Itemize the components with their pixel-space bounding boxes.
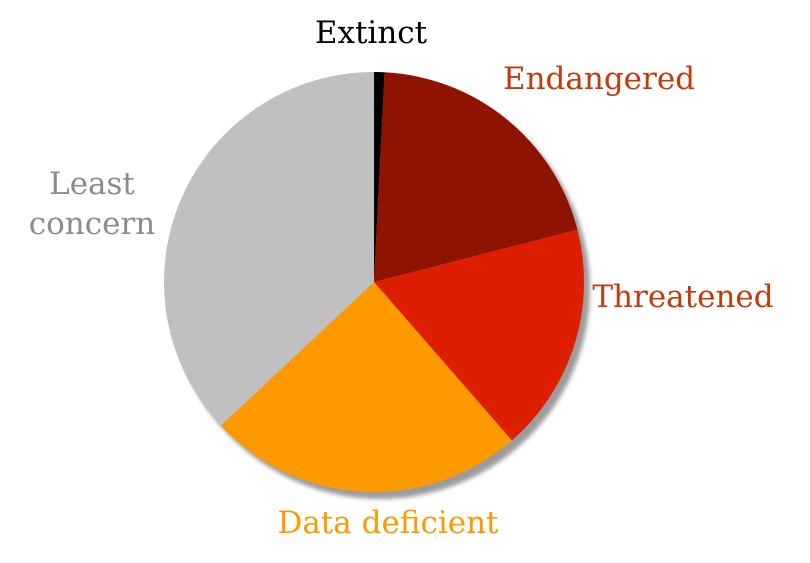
pie-labels: Extinct Endangered Threatened Data deficien… — [29, 15, 774, 541]
pie-slice-endangered — [374, 72, 578, 283]
pie-slice-data-deficient — [220, 282, 512, 492]
label-endangered: Endangered — [503, 61, 695, 97]
label-extinct: Extinct — [315, 15, 428, 51]
label-line: Threatened — [592, 279, 773, 315]
pie-slice-extinct — [374, 72, 385, 282]
label-line: Least — [49, 166, 135, 202]
label-line: Endangered — [503, 61, 695, 97]
label-line: Extinct — [315, 15, 428, 51]
label-data-deficient: Data deficient — [277, 505, 499, 541]
pie-slice-threatened — [374, 229, 584, 441]
label-least-concern: Least concern — [29, 166, 156, 242]
pie-slices — [164, 72, 584, 492]
pie-slice-least-concern — [164, 72, 374, 426]
label-threatened: Threatened — [592, 279, 773, 315]
label-line: Data deficient — [277, 505, 499, 541]
label-line: concern — [29, 206, 156, 242]
